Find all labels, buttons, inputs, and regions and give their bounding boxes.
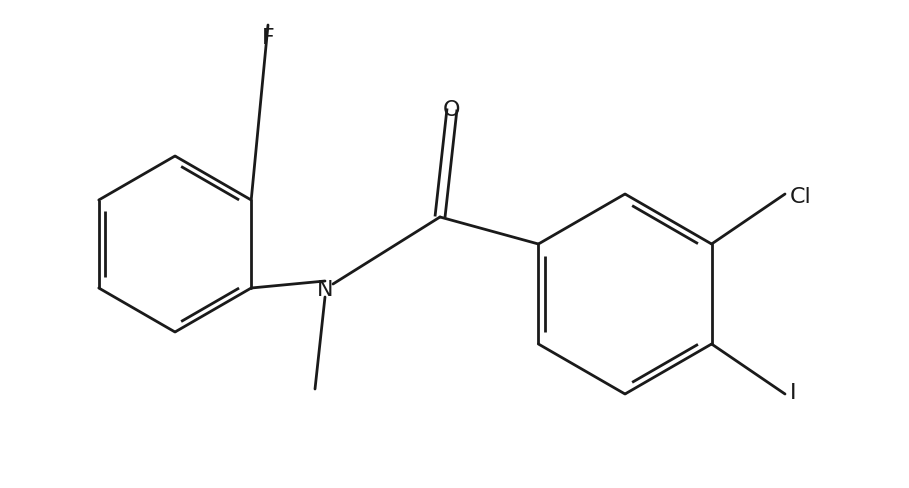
Text: I: I bbox=[790, 382, 796, 402]
Text: O: O bbox=[444, 100, 461, 120]
Text: Cl: Cl bbox=[790, 186, 812, 206]
Text: N: N bbox=[316, 280, 334, 299]
Text: F: F bbox=[262, 28, 275, 48]
